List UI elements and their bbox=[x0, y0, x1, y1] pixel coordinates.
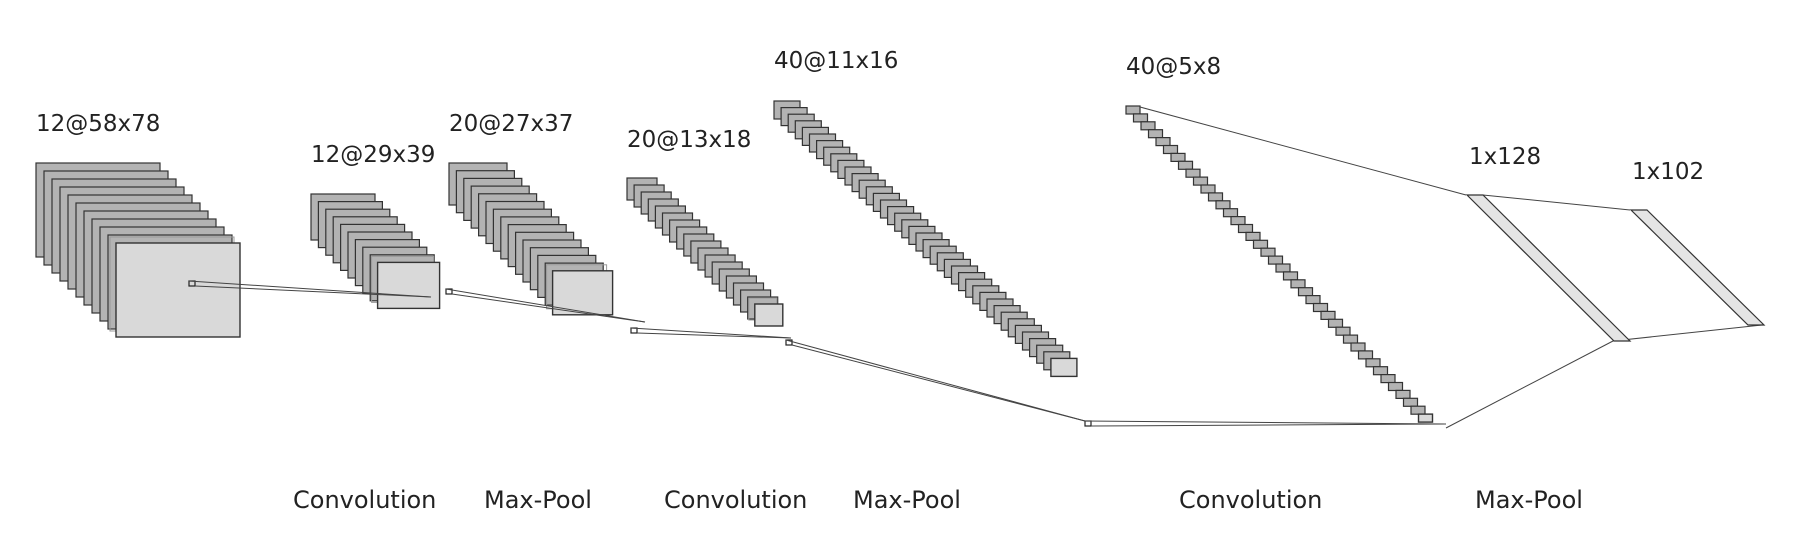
feature-map bbox=[1140, 121, 1156, 131]
dense-label-1: 1x128 bbox=[1469, 144, 1541, 170]
feature-map bbox=[1335, 326, 1351, 336]
feature-map bbox=[1402, 397, 1419, 407]
feature-map bbox=[1290, 279, 1306, 289]
feature-map bbox=[1177, 160, 1194, 170]
feature-map bbox=[1365, 358, 1381, 368]
feature-map bbox=[1125, 105, 1141, 115]
feature-map-stack-4 bbox=[626, 177, 784, 327]
feature-map bbox=[1297, 287, 1314, 297]
feature-map-front bbox=[551, 270, 614, 316]
feature-map-stack-2 bbox=[310, 193, 441, 310]
feature-map bbox=[1237, 223, 1254, 234]
feature-map-front bbox=[1417, 413, 1434, 423]
feature-map bbox=[1357, 350, 1374, 360]
feature-map bbox=[1170, 152, 1186, 162]
operation-label-2: Max-Pool bbox=[484, 486, 592, 514]
feature-map-front bbox=[754, 303, 784, 327]
feature-map bbox=[1132, 113, 1149, 123]
layer-label-1: 12@58x78 bbox=[36, 111, 160, 137]
feature-map bbox=[1275, 263, 1291, 273]
feature-map-stack-6 bbox=[1125, 105, 1434, 423]
connection-lines bbox=[188, 106, 1763, 429]
feature-map bbox=[1410, 405, 1426, 415]
feature-map-front bbox=[376, 261, 441, 310]
feature-map bbox=[1155, 137, 1171, 147]
dense-label-2: 1x102 bbox=[1632, 159, 1704, 185]
operation-label-1: Convolution bbox=[293, 486, 436, 514]
dense-layer-1 bbox=[1465, 194, 1632, 342]
feature-map bbox=[1185, 168, 1201, 178]
feature-map bbox=[1162, 144, 1179, 155]
operation-label-5: Convolution bbox=[1179, 486, 1322, 514]
feature-map bbox=[1260, 247, 1276, 257]
kernel-5 bbox=[1084, 420, 1092, 427]
feature-map bbox=[1380, 374, 1396, 384]
feature-map-stack-3 bbox=[448, 162, 614, 316]
feature-map bbox=[1312, 302, 1329, 313]
feature-map-stack-1 bbox=[35, 162, 241, 338]
kernel-4 bbox=[785, 339, 793, 346]
layer-label-5: 40@11x16 bbox=[774, 48, 898, 74]
operation-label-6: Max-Pool bbox=[1475, 486, 1583, 514]
feature-map bbox=[1200, 184, 1216, 194]
feature-map bbox=[1395, 389, 1411, 399]
feature-map bbox=[1327, 318, 1344, 328]
feature-map bbox=[1147, 129, 1164, 139]
feature-map-stack-5 bbox=[773, 100, 1078, 378]
feature-map bbox=[1245, 231, 1261, 241]
layer-label-6: 40@5x8 bbox=[1126, 54, 1221, 80]
feature-map bbox=[1215, 200, 1231, 210]
operation-label-3: Convolution bbox=[664, 486, 807, 514]
feature-map bbox=[1372, 366, 1389, 376]
feature-map bbox=[1230, 216, 1246, 226]
feature-map bbox=[1282, 271, 1299, 281]
layer-label-2: 12@29x39 bbox=[311, 142, 435, 168]
feature-map bbox=[1252, 239, 1269, 249]
feature-map bbox=[1387, 381, 1404, 392]
operation-label-4: Max-Pool bbox=[853, 486, 961, 514]
feature-map bbox=[1222, 208, 1239, 218]
feature-map bbox=[1305, 295, 1321, 305]
feature-map bbox=[1207, 192, 1224, 202]
feature-map bbox=[1350, 342, 1366, 352]
feature-map bbox=[1267, 255, 1284, 265]
feature-map bbox=[1320, 310, 1336, 320]
feature-map-front bbox=[115, 242, 241, 338]
dense-layer-2 bbox=[1629, 209, 1766, 326]
layer-label-3: 20@27x37 bbox=[449, 111, 573, 137]
feature-map bbox=[1192, 176, 1209, 186]
layer-label-4: 20@13x18 bbox=[627, 127, 751, 153]
feature-map-front bbox=[1050, 357, 1078, 378]
feature-map bbox=[1342, 334, 1359, 344]
